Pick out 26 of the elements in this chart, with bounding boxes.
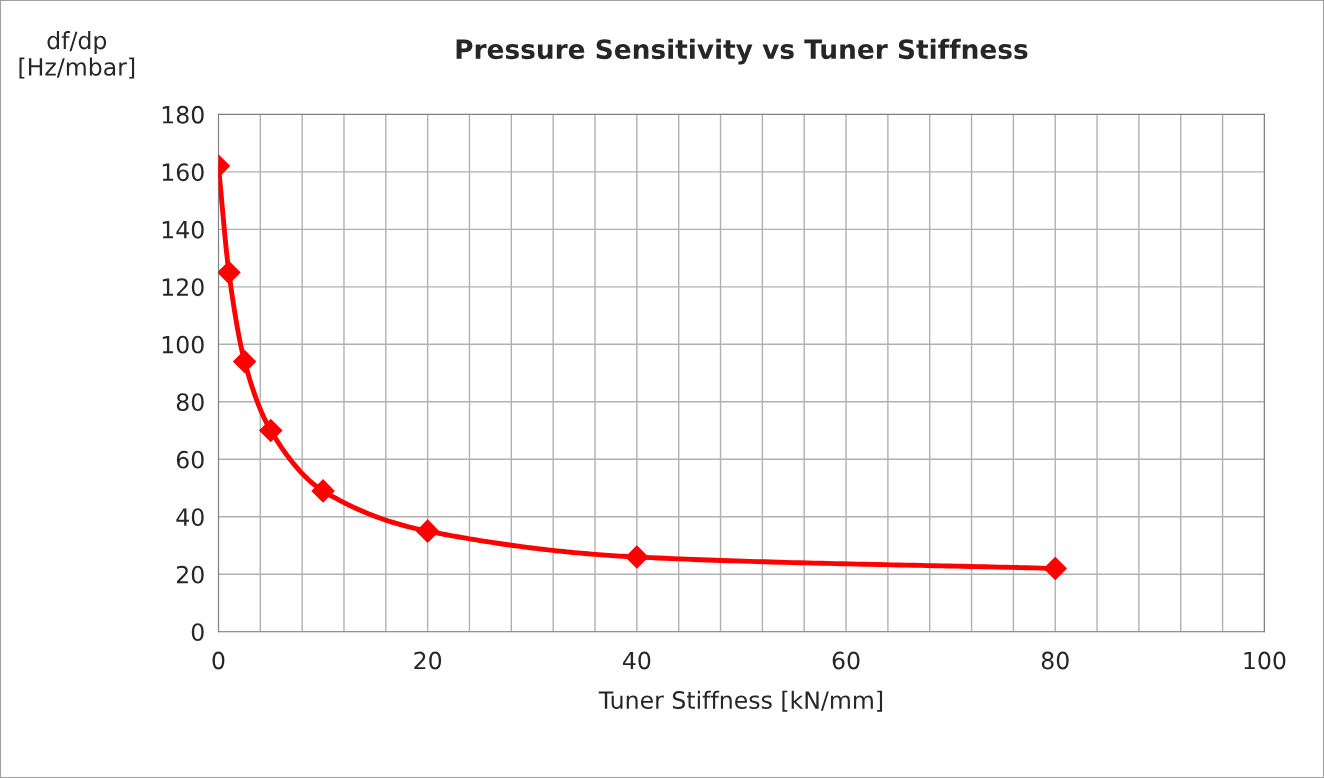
y-tick-label: 160 (162, 163, 204, 182)
x-tick-label: 0 (212, 651, 225, 670)
x-tick-label: 80 (1041, 651, 1069, 670)
x-tick-label: 60 (832, 651, 860, 670)
y-tick-label: 80 (176, 393, 204, 412)
point (311, 479, 335, 503)
y-tick-label: 180 (162, 105, 204, 124)
point (1043, 557, 1067, 580)
y-tick-label: 60 (176, 450, 204, 469)
y-tick-label: 140 (162, 220, 204, 239)
y-axis-title: df/dp [Hz/mbar] (19, 31, 135, 79)
x-axis-title: Tuner Stiffness [kN/mm] (598, 690, 883, 712)
x-tick-label: 40 (622, 651, 651, 670)
chart-title: Pressure Sensitivity vs Tuner Stiffness (456, 38, 1028, 65)
y-tick-label: 0 (191, 623, 204, 642)
point (218, 260, 241, 284)
y-tick-label: 40 (176, 508, 204, 527)
point (259, 419, 283, 443)
point (416, 519, 440, 543)
y-tick-label: 100 (162, 335, 204, 354)
point (625, 545, 649, 569)
y-tick-label: 20 (176, 565, 204, 584)
x-tick-label: 20 (414, 651, 442, 670)
point (233, 350, 257, 374)
x-tick-label: 100 (1244, 651, 1286, 670)
y-tick-label: 120 (162, 278, 204, 297)
